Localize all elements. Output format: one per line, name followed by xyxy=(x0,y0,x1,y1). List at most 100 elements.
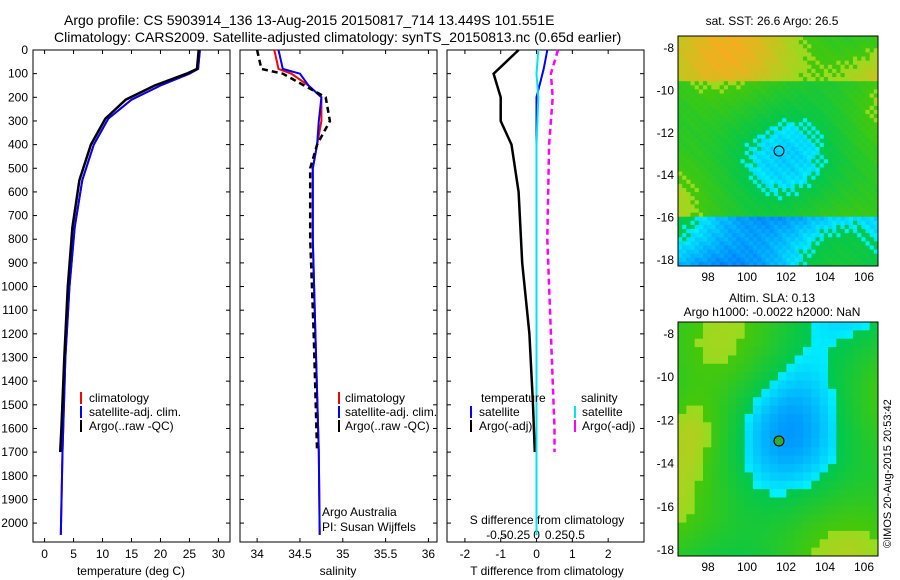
map-cell xyxy=(807,118,812,123)
map-cell xyxy=(769,539,779,549)
depth-tick-label: 1000 xyxy=(1,280,28,294)
map-cell xyxy=(807,241,812,246)
map-cell xyxy=(790,48,796,53)
map-cell xyxy=(769,36,775,41)
map-cell xyxy=(857,109,862,115)
map-cell xyxy=(828,455,837,465)
map-cell xyxy=(840,109,846,115)
map-cell xyxy=(769,89,775,94)
map-cell xyxy=(861,388,871,398)
map-cell xyxy=(794,93,800,99)
map-cell xyxy=(744,77,750,82)
map-cell xyxy=(707,253,712,259)
map-cell xyxy=(690,151,696,156)
map-cell xyxy=(765,105,771,111)
map-cell xyxy=(819,142,825,148)
map-cell xyxy=(794,118,800,123)
map-cell xyxy=(844,430,854,440)
map-cell xyxy=(853,330,862,340)
map-cell xyxy=(844,212,850,218)
map-cell xyxy=(828,56,833,62)
map-cell xyxy=(703,330,712,340)
map-cell xyxy=(844,36,850,41)
map-cell xyxy=(773,151,779,156)
map-cell xyxy=(828,413,837,423)
map-cell xyxy=(853,245,858,251)
map-cell xyxy=(732,216,737,222)
map-cell xyxy=(790,44,796,49)
map-cell xyxy=(811,413,821,423)
map-cell xyxy=(786,159,791,164)
map-cell xyxy=(857,93,862,99)
map-cell xyxy=(728,196,733,201)
map-cell xyxy=(678,220,683,226)
map-cell xyxy=(678,372,687,381)
map-cell xyxy=(690,171,696,177)
map-cell xyxy=(853,142,858,148)
map-cell xyxy=(740,40,746,45)
map-cell xyxy=(873,52,879,58)
map-cell xyxy=(853,380,862,390)
map-cell xyxy=(832,52,837,58)
map-cell xyxy=(690,257,696,263)
map-cell xyxy=(703,480,712,490)
map-cell xyxy=(711,196,716,201)
map-cell xyxy=(682,196,687,201)
map-cell xyxy=(832,261,837,267)
map-cell xyxy=(753,372,762,381)
map-cell xyxy=(823,155,829,160)
map-cell xyxy=(832,220,837,226)
map-cell xyxy=(694,464,704,473)
map-cell xyxy=(828,155,833,160)
map-cell xyxy=(736,167,741,173)
map-cell xyxy=(811,93,816,99)
map-cell xyxy=(761,60,766,66)
map-cell xyxy=(823,241,829,246)
map-cell xyxy=(678,77,683,82)
map-cell xyxy=(711,233,716,238)
map-cell xyxy=(844,142,850,148)
map-cell xyxy=(719,229,725,234)
map-cell xyxy=(786,464,796,473)
map-cell xyxy=(728,114,733,119)
map-cell xyxy=(707,52,712,58)
map-cell xyxy=(786,439,796,448)
map-cell xyxy=(865,179,871,185)
map-cell xyxy=(869,122,875,127)
map-cell xyxy=(819,175,825,181)
map-cell xyxy=(711,322,721,331)
map-cell xyxy=(703,338,712,348)
map-cell xyxy=(753,81,758,86)
map-cell xyxy=(694,363,704,373)
temperature-lines xyxy=(58,49,201,535)
map-cell xyxy=(778,355,787,365)
map-cell xyxy=(811,72,816,78)
map-cell xyxy=(869,397,879,407)
map-cell xyxy=(694,514,704,524)
map-cell xyxy=(698,261,704,267)
map-cell xyxy=(778,134,783,140)
map-cell xyxy=(840,187,846,193)
map-cell xyxy=(794,397,804,407)
map-cell xyxy=(686,118,691,123)
map-cell xyxy=(778,480,787,490)
map-cell xyxy=(794,142,800,148)
map-cell xyxy=(744,179,750,185)
map-cell xyxy=(869,114,875,119)
map-cell xyxy=(853,60,858,66)
map-cell xyxy=(794,539,804,549)
map-cell xyxy=(819,413,829,423)
map-cell xyxy=(861,455,871,465)
map-cell xyxy=(848,89,854,94)
map-cell xyxy=(736,89,741,94)
map-cell xyxy=(698,89,704,94)
map-cell xyxy=(715,68,721,74)
map-cell xyxy=(753,64,758,70)
map-cell xyxy=(790,134,796,140)
map-cell xyxy=(769,472,779,482)
map-cell xyxy=(844,89,850,94)
map-cell xyxy=(765,114,771,119)
map-cell xyxy=(690,253,696,259)
map-cell xyxy=(732,155,737,160)
